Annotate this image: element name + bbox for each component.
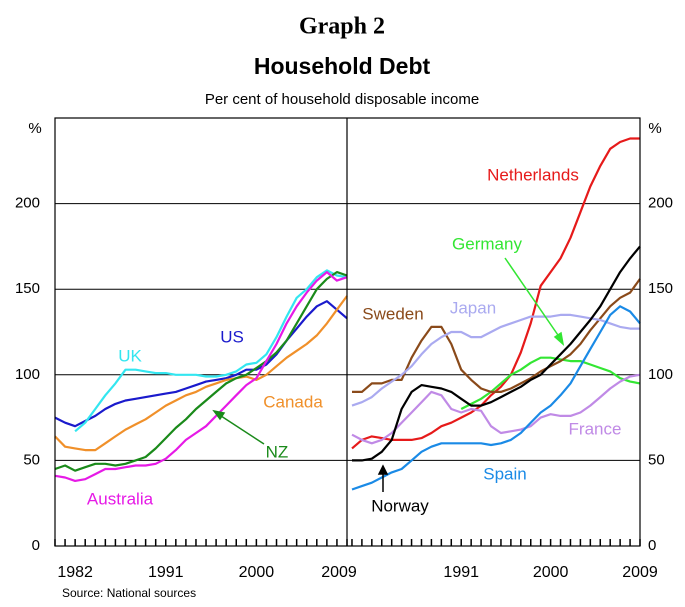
source: Source: National sources	[62, 586, 196, 600]
x-tick-label: 1991	[443, 564, 479, 581]
series-label: Sweden	[362, 304, 423, 323]
series-label: Norway	[371, 496, 429, 515]
series-line	[352, 278, 641, 393]
series-label: Spain	[483, 464, 526, 483]
series-label: Germany	[452, 234, 522, 253]
series-label: France	[569, 419, 622, 438]
y-tick-label: 50	[648, 451, 665, 468]
y-tick-label: 0	[648, 537, 656, 554]
x-tick-label: 2000	[533, 564, 569, 581]
y-tick-label: 100	[648, 366, 673, 383]
y-tick-label: 150	[15, 280, 40, 297]
series-label: NZ	[266, 442, 289, 461]
y-tick-label: 200	[648, 195, 673, 212]
y-unit: %	[28, 120, 41, 137]
chart-title: Household Debt	[254, 53, 431, 79]
series-line	[351, 305, 641, 491]
series-label: Netherlands	[487, 165, 579, 184]
y-tick-label: 0	[32, 537, 40, 554]
x-tick-label: 1991	[148, 564, 184, 581]
nz-arrow	[212, 409, 265, 445]
y-tick-label: 100	[15, 366, 40, 383]
series-label: US	[220, 327, 244, 346]
series-line	[74, 269, 348, 433]
x-tick-label: 2009	[321, 564, 357, 581]
series-label: Japan	[450, 298, 496, 317]
series-label: Canada	[263, 392, 323, 411]
y-tick-label: 150	[648, 280, 673, 297]
norway-arrow	[377, 464, 389, 492]
series-line	[54, 300, 348, 428]
series-line	[54, 295, 348, 452]
series-line	[54, 271, 348, 472]
series-label: Australia	[87, 489, 154, 508]
x-tick-label: 2009	[622, 564, 658, 581]
x-tick-label: 1982	[57, 564, 93, 581]
y-tick-label: 200	[15, 195, 40, 212]
series-label: UK	[118, 346, 142, 365]
series-line	[352, 245, 641, 462]
x-tick-label: 2000	[239, 564, 275, 581]
chart-subtitle: Per cent of household disposable income	[205, 91, 479, 108]
series-line	[351, 373, 641, 445]
series-line	[54, 271, 348, 482]
y-unit: %	[648, 120, 661, 137]
y-tick-label: 50	[23, 451, 40, 468]
graph-number: Graph 2	[299, 14, 385, 40]
germany-arrow	[504, 257, 565, 346]
series-line	[351, 137, 640, 450]
